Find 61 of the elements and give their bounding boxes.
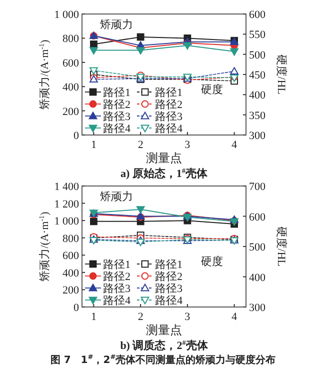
y2-tick-label: 400 (249, 90, 266, 102)
x-tick-label: 2 (138, 139, 144, 151)
x-tick-label: 4 (232, 311, 238, 323)
y2-tick-label: 300 (249, 130, 266, 142)
legend-label: 路径4 (155, 123, 183, 135)
y2-tick-label: 600 (249, 9, 266, 21)
y2-tick-label: 450 (249, 70, 266, 82)
y-tick-label: 600 (62, 57, 80, 70)
y2-tick-label: 400 (249, 272, 266, 284)
y2-tick-label: 300 (249, 302, 266, 314)
y-tick-label: 400 (62, 82, 80, 94)
legend-label: 路径1 (155, 259, 182, 271)
legend-label: 路径4 (155, 295, 183, 307)
legend-label: 路径4 (103, 123, 131, 135)
y-tick-label: 1 000 (54, 216, 80, 228)
legend-label: 路径2 (103, 271, 130, 283)
y2-axis-title: 硬度/HL (275, 54, 288, 95)
x-tick-label: 3 (184, 139, 191, 151)
y2-tick-label: 350 (249, 110, 266, 122)
y-tick-label: 0 (74, 302, 80, 314)
legend-label: 路径3 (155, 283, 183, 295)
legend-label: 路径3 (103, 283, 131, 295)
y2-tick-label: 700 (249, 181, 266, 193)
y-tick-label: 600 (62, 250, 80, 262)
annotation: 矫顽力 (100, 190, 133, 203)
y2-tick-label: 500 (249, 242, 266, 254)
y-tick-label: 800 (62, 232, 80, 245)
y2-tick-label: 500 (249, 49, 266, 62)
legend-label: 路径2 (103, 99, 130, 111)
y2-tick-label: 600 (249, 211, 266, 224)
legend-label: 路径2 (155, 99, 182, 111)
legend-label: 路径3 (155, 111, 183, 123)
annotation: 硬度 (201, 255, 223, 268)
y2-axis-title: 硬度/HL (275, 226, 288, 267)
annotation: 矫顽力 (100, 18, 133, 31)
text: a) 原始态，1$^{#}$壳体 (120, 167, 208, 180)
x-axis-title: 测量点 (146, 323, 182, 337)
text: b) 调质态，2$^{#}$壳体 (120, 339, 209, 352)
caption: 图 7 1$^{#}$，2$^{#}$壳体不同测量点的矫顽力与硬度分布 (50, 353, 276, 366)
annotation: 硬度 (201, 83, 223, 96)
legend-label: 路径1 (103, 259, 130, 271)
legend-label: 路径1 (103, 87, 130, 99)
y-tick-label: 1 400 (54, 181, 80, 193)
y-tick-label: 800 (62, 33, 80, 46)
y-tick-label: 1 200 (54, 198, 80, 210)
y-tick-label: 1 000 (54, 9, 80, 21)
legend-label: 路径1 (155, 87, 182, 99)
y2-tick-label: 550 (249, 29, 266, 42)
x-tick-label: 1 (90, 139, 96, 151)
y-tick-label: 200 (62, 106, 80, 118)
x-axis-title: 测量点 (146, 151, 182, 165)
y-tick-label: 400 (62, 267, 80, 280)
x-tick-label: 1 (90, 311, 96, 323)
y-tick-label: 200 (62, 284, 80, 297)
legend-label: 路径3 (103, 111, 131, 123)
x-tick-label: 4 (232, 139, 238, 151)
y-tick-label: 0 (74, 130, 80, 142)
x-tick-label: 2 (138, 311, 144, 323)
legend-label: 路径2 (155, 271, 182, 283)
x-tick-label: 3 (184, 311, 191, 323)
legend-label: 路径4 (103, 295, 131, 307)
